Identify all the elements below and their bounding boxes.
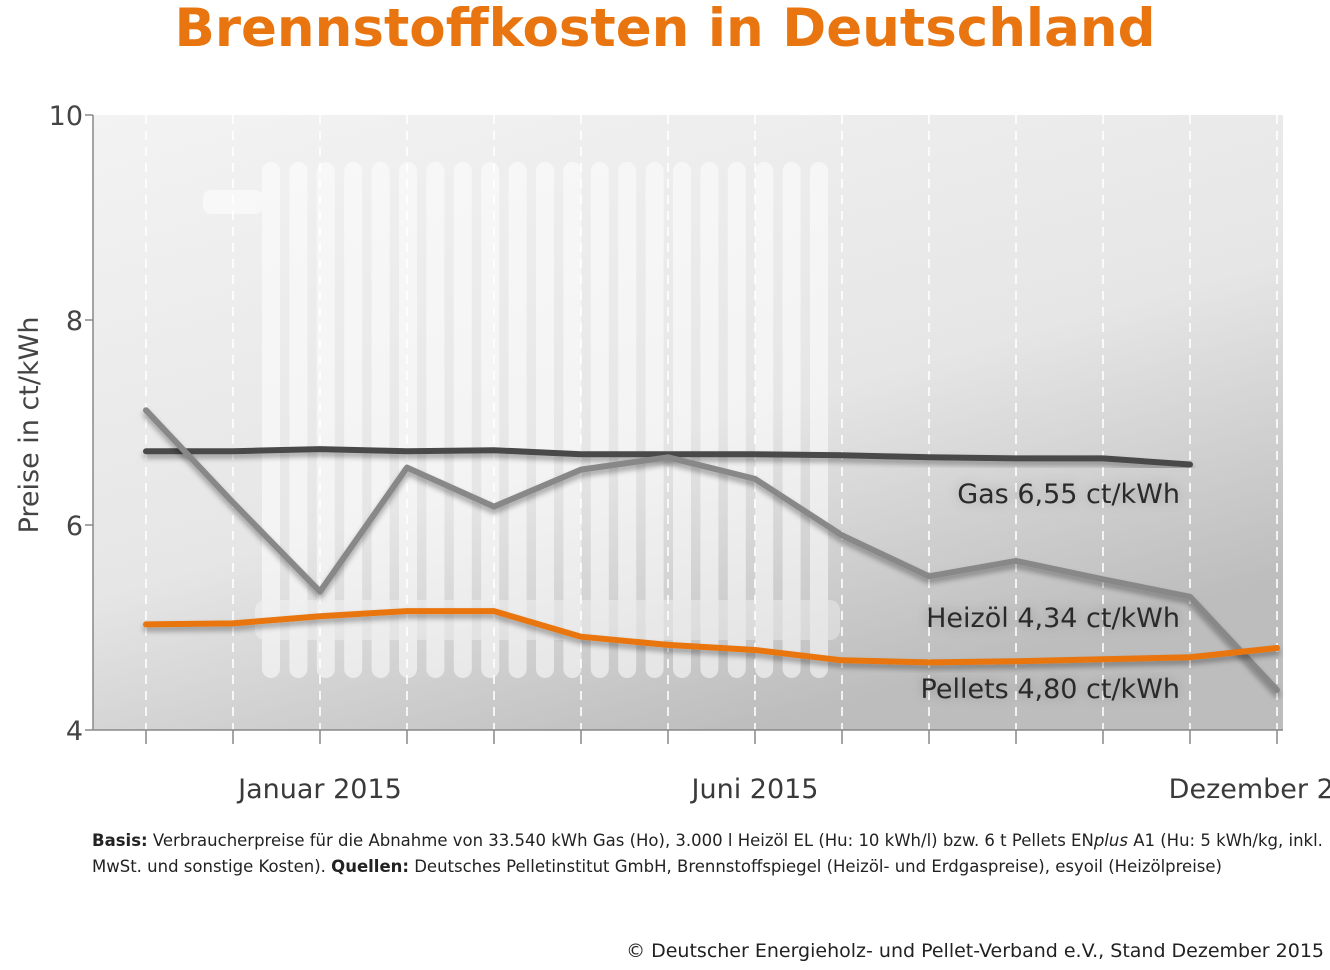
radiator-fin — [673, 162, 691, 678]
y-tick-label: 8 — [66, 306, 83, 337]
sources-label: Quellen: — [331, 857, 409, 876]
data-series — [143, 407, 1280, 693]
vertical-gridlines — [145, 115, 1278, 730]
radiator-fin — [563, 162, 582, 678]
enplus-prefix: EN — [1071, 831, 1094, 850]
footnote: Basis: Verbraucherpreise für die Abnahme… — [92, 828, 1328, 880]
enplus-italic: plus — [1093, 831, 1128, 850]
y-tick-label: 4 — [66, 716, 83, 747]
chart-title: Brennstoffkosten in Deutschland — [174, 0, 1156, 59]
y-tick-label: 10 — [49, 101, 83, 132]
y-axis-label: Preise in ct/kWh — [14, 317, 45, 534]
copyright: © Deutscher Energieholz- und Pellet-Verb… — [626, 940, 1324, 962]
radiator-fin — [508, 162, 527, 678]
radiator-fin — [453, 162, 472, 678]
radiator-fin — [426, 162, 445, 678]
x-tick-label: Januar 2015 — [236, 774, 402, 805]
radiator-fin — [371, 162, 390, 678]
radiator-fin — [618, 162, 637, 678]
basis-text: Verbraucherpreise für die Abnahme von 33… — [147, 831, 1066, 850]
series-line-pellets — [143, 608, 1280, 666]
radiator-fin — [700, 162, 719, 678]
sources-text: Deutsches Pelletinstitut GmbH, Brennstof… — [408, 857, 1222, 876]
x-tick-label: Juni 2015 — [690, 774, 819, 805]
radiator-fin — [289, 162, 308, 678]
radiator-fin — [590, 162, 609, 678]
radiator-bottom-bar — [255, 600, 840, 640]
series-line-gas — [143, 446, 1193, 468]
radiator-fin — [810, 162, 828, 678]
series-labels: Gas 6,55 ct/kWh Heizöl 4,34 ct/kWh Pellets… — [921, 479, 1180, 705]
radiator-fin — [755, 162, 774, 678]
series-line-heizl — [143, 407, 1280, 693]
series-label-pellets: Pellets 4,80 ct/kWh — [921, 674, 1180, 705]
radiator-fin — [399, 162, 417, 678]
radiator-fin — [536, 162, 554, 678]
series-label-gas: Gas 6,55 ct/kWh — [957, 479, 1180, 510]
radiator-fin — [316, 162, 335, 678]
radiator-fin — [645, 162, 664, 678]
y-axis-ticks: 4 6 8 10 — [49, 101, 93, 747]
radiator-fin — [727, 162, 746, 678]
radiator-watermark — [203, 162, 840, 678]
y-tick-label: 6 — [66, 511, 83, 542]
radiator-fin — [782, 162, 801, 678]
enplus-rest: A1 (Hu: 5 kWh/kg, inkl. MwSt. und sonsti… — [92, 831, 1323, 876]
x-axis-ticks: Januar 2015 Juni 2015 Dezember 2015 — [145, 730, 1330, 805]
x-tick-label: Dezember 2015 — [1169, 774, 1330, 805]
basis-label: Basis: — [92, 831, 148, 850]
series-label-heizl: Heizöl 4,34 ct/kWh — [926, 603, 1180, 634]
